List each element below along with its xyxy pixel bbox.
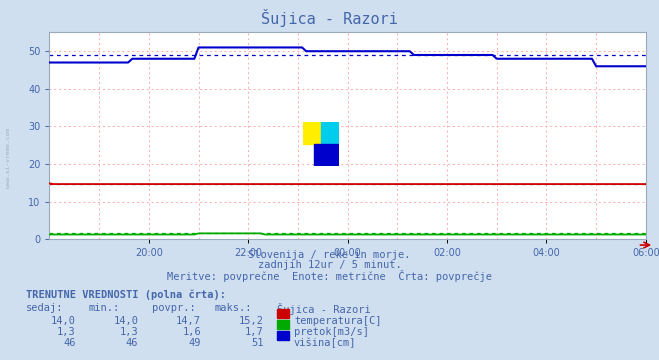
Text: min.:: min.: [89, 303, 120, 314]
Text: Slovenija / reke in morje.: Slovenija / reke in morje. [248, 250, 411, 260]
Text: TRENUTNE VREDNOSTI (polna črta):: TRENUTNE VREDNOSTI (polna črta): [26, 290, 226, 300]
Text: 14,7: 14,7 [176, 316, 201, 327]
Text: 46: 46 [63, 338, 76, 348]
Bar [303, 122, 322, 144]
Text: 46: 46 [126, 338, 138, 348]
Text: 14,0: 14,0 [51, 316, 76, 327]
Text: Šujica - Razori: Šujica - Razori [277, 303, 370, 315]
Text: pretok[m3/s]: pretok[m3/s] [294, 327, 369, 337]
Text: maks.:: maks.: [214, 303, 252, 314]
Text: 1,7: 1,7 [245, 327, 264, 337]
Bar [314, 144, 339, 166]
Text: 15,2: 15,2 [239, 316, 264, 327]
Bar [322, 122, 339, 144]
Text: 1,3: 1,3 [57, 327, 76, 337]
Text: 1,3: 1,3 [120, 327, 138, 337]
Text: temperatura[C]: temperatura[C] [294, 316, 382, 327]
Text: 51: 51 [251, 338, 264, 348]
Text: povpr.:: povpr.: [152, 303, 195, 314]
Text: zadnjih 12ur / 5 minut.: zadnjih 12ur / 5 minut. [258, 260, 401, 270]
Text: 49: 49 [188, 338, 201, 348]
Text: www.si-vreme.com: www.si-vreme.com [6, 129, 11, 188]
Text: sedaj:: sedaj: [26, 303, 64, 314]
Text: 14,0: 14,0 [113, 316, 138, 327]
Text: Meritve: povprečne  Enote: metrične  Črta: povprečje: Meritve: povprečne Enote: metrične Črta:… [167, 270, 492, 282]
Text: Šujica - Razori: Šujica - Razori [261, 9, 398, 27]
Text: 1,6: 1,6 [183, 327, 201, 337]
Text: višina[cm]: višina[cm] [294, 338, 357, 348]
